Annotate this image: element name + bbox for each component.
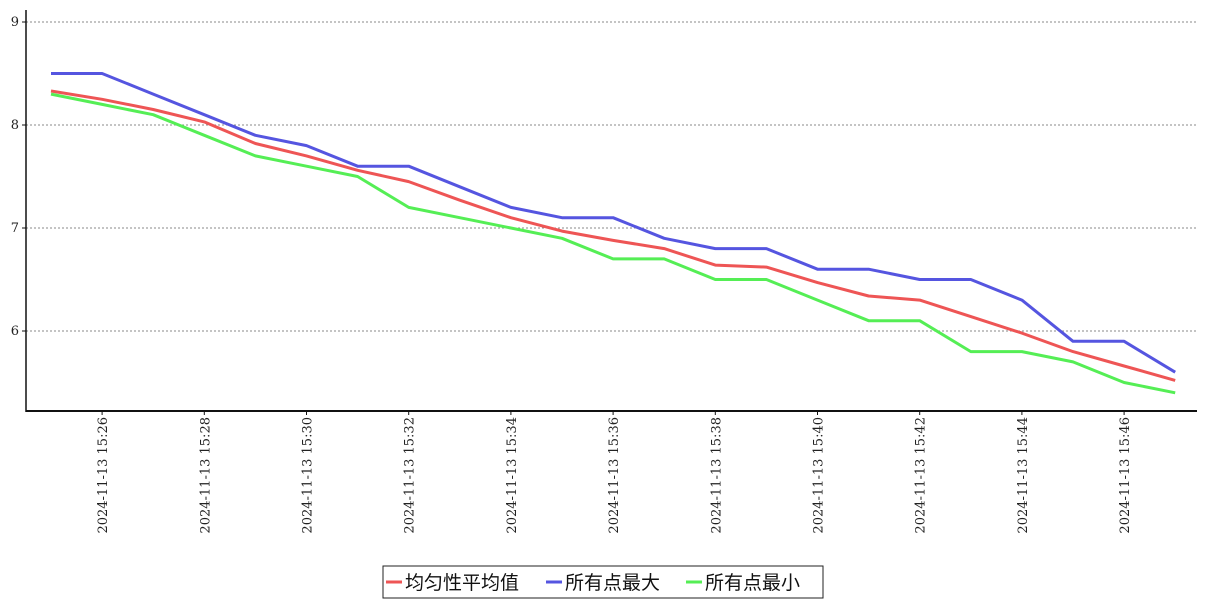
- y-tick-label: 6: [11, 324, 19, 339]
- x-tick-label: 2024-11-13 15:38: [709, 417, 724, 534]
- x-tick-label: 2024-11-13 15:36: [607, 417, 622, 534]
- y-axis-ticks: 6 7 8 9: [11, 15, 26, 339]
- x-tick-label: 2024-11-13 15:40: [812, 417, 827, 534]
- x-axis-ticks: 2024-11-13 15:26 2024-11-13 15:28 2024-11-…: [96, 411, 1133, 534]
- series-line-2: [50, 92, 1176, 395]
- series-line-1: [51, 72, 1176, 374]
- gridlines: [26, 21, 1197, 332]
- x-tick-label: 2024-11-13 15:26: [96, 417, 111, 534]
- legend-label-0: 均匀性平均值: [405, 572, 519, 594]
- x-tick-label: 2024-11-13 15:44: [1016, 417, 1031, 534]
- x-tick-label: 2024-11-13 15:28: [198, 417, 213, 534]
- x-tick-label: 2024-11-13 15:42: [914, 417, 929, 534]
- series-line-0: [50, 89, 1176, 382]
- legend-label-2: 所有点最小: [705, 572, 800, 594]
- legend: 均匀性平均值 所有点最大 所有点最小: [382, 565, 824, 599]
- x-tick-label: 2024-11-13 15:32: [403, 417, 418, 534]
- x-tick-label: 2024-11-13 15:30: [301, 417, 316, 534]
- x-tick-label: 2024-11-13 15:34: [505, 417, 520, 534]
- legend-label-1: 所有点最大: [565, 572, 660, 594]
- y-tick-label: 9: [11, 15, 19, 30]
- series-lines: [50, 72, 1176, 395]
- y-tick-label: 8: [11, 118, 19, 133]
- y-tick-label: 7: [11, 221, 19, 236]
- legend-box: [382, 565, 824, 599]
- x-tick-label: 2024-11-13 15:46: [1118, 417, 1133, 534]
